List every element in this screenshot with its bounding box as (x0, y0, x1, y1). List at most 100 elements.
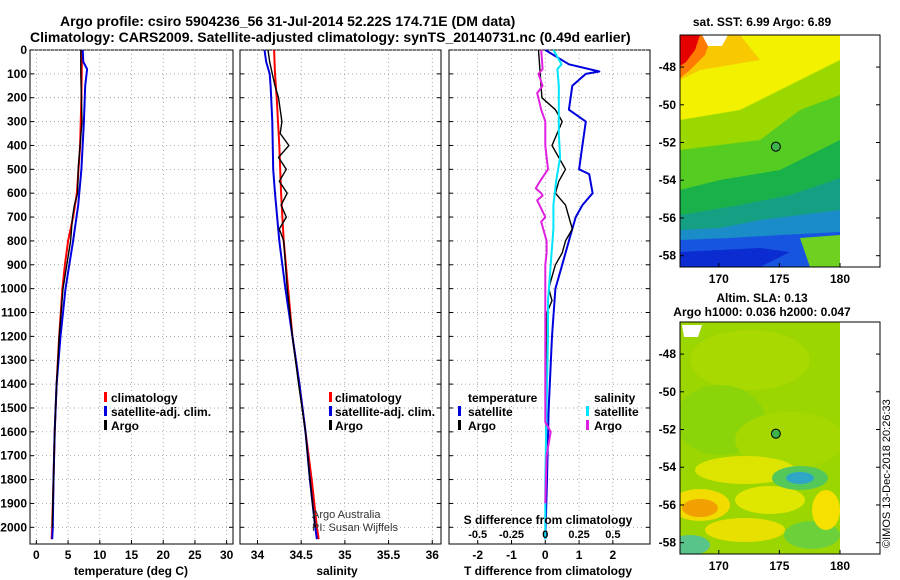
salinity-diff-tick-label: 0 (542, 529, 548, 541)
sst-map-ticks: 170 175 180 -48 -50 -52 -54 -56 -58 (659, 60, 880, 286)
map-y-tick-label: -54 (659, 173, 677, 187)
difference-legend: temperature satellite Argo salinity sate… (458, 391, 639, 433)
legend-swatch-t-argo (458, 420, 461, 430)
copyright-stamp: ©IMOS 13-Dec-2018 20:26:33 (881, 399, 893, 548)
temperature-panel: 0 5 10 15 20 25 30 temperature (deg C) climato… (29, 49, 234, 578)
legend-salinity-title: salinity (594, 391, 636, 405)
sla-map-blank-area (840, 322, 880, 554)
legend-temperature-title: temperature (468, 391, 538, 405)
header-line1: Argo profile: csiro 5904236_56 31-Jul-20… (60, 13, 515, 29)
map-y-tick-label: -50 (659, 385, 677, 399)
difference-panel: -2 -1 0 1 2 -0.5 -0.25 0 0.25 0.5 S difference f… (448, 49, 651, 578)
legend-t-argo: Argo (468, 419, 496, 433)
legend-argo: Argo (335, 419, 363, 433)
sla-map-title2: Argo h1000: 0.036 h2000: 0.047 (673, 305, 851, 319)
depth-tick-label: 400 (7, 138, 27, 152)
depth-tick-label: 1200 (0, 329, 27, 343)
legend-s-argo: Argo (594, 419, 622, 433)
legend-climatology: climatology (111, 391, 178, 405)
sla-map-ticks: 170 175 180 -48 -50 -52 -54 -56 -58 (659, 347, 880, 573)
difference-x-ticks: -2 -1 0 1 2 (472, 548, 616, 562)
x-tick-label: 15 (125, 548, 139, 562)
argo-location-marker (770, 428, 781, 439)
x-tick-label: 25 (188, 548, 202, 562)
series-line-salinity-satellite (544, 49, 563, 540)
x-tick-label: 0 (33, 548, 40, 562)
map-y-tick-label: -58 (659, 249, 677, 263)
depth-tick-label: 800 (7, 234, 27, 248)
depth-tick-label: 1400 (0, 377, 27, 391)
map-x-tick-label: 170 (709, 272, 729, 286)
depth-axis: 0 100 200 300 400 500 600 700 800 900 1000 1100 1200… (0, 43, 27, 534)
temperature-plot-frame (29, 49, 234, 545)
legend-swatch-argo (104, 420, 107, 430)
sst-map: sat. SST: 6.99 Argo: 6.89 170 175 180 -48 -5… (659, 15, 881, 286)
legend-swatch-t-satellite (458, 406, 461, 416)
x-tick-label: 35.5 (377, 548, 401, 562)
difference-grid (449, 49, 650, 544)
depth-tick-label: 1100 (1, 306, 27, 320)
salinity-xlabel: salinity (316, 564, 358, 578)
map-y-tick-label: -56 (659, 211, 677, 225)
map-x-tick-label: 175 (769, 272, 789, 286)
x-tick-label: 34 (251, 548, 265, 562)
depth-tick-label: 500 (7, 162, 27, 176)
map-y-tick-label: -54 (659, 460, 677, 474)
salinity-legend: climatology satellite-adj. clim. Argo (329, 391, 435, 433)
series-line-temperature-satellite (544, 49, 601, 540)
salinity-diff-tick-label: -0.5 (468, 529, 487, 541)
credit-line2: PI: Susan Wijffels (312, 522, 398, 534)
x-tick-label: 36 (426, 548, 440, 562)
difference-series (534, 49, 601, 540)
map-x-tick-label: 180 (830, 559, 850, 573)
x-tick-label: -2 (472, 548, 483, 562)
depth-tick-label: 900 (7, 258, 27, 272)
sla-field (680, 322, 840, 554)
series-line-argo (267, 49, 316, 528)
legend-swatch-s-argo (586, 420, 589, 430)
salinity-series (263, 49, 320, 540)
map-x-tick-label: 180 (830, 272, 850, 286)
legend-satellite-adj: satellite-adj. clim. (335, 405, 435, 419)
depth-tick-label: 1900 (0, 496, 27, 510)
depth-tick-label: 300 (7, 115, 27, 129)
depth-tick-label: 1800 (0, 473, 27, 487)
salinity-x-ticks: 34 34.5 35 35.5 36 (251, 548, 439, 562)
sst-map-frame (679, 34, 881, 268)
temperature-legend: climatology satellite-adj. clim. Argo (104, 391, 211, 433)
map-y-tick-label: -50 (659, 98, 677, 112)
map-x-tick-label: 170 (709, 559, 729, 573)
sla-map-title1: Altim. SLA: 0.13 (716, 291, 808, 305)
map-y-tick-label: -48 (659, 60, 677, 74)
temperature-xlabel: temperature (deg C) (74, 564, 188, 578)
x-tick-label: 30 (220, 548, 234, 562)
salinity-plot-frame (239, 49, 442, 545)
difference-plot-frame (448, 49, 651, 545)
legend-swatch-s-satellite (586, 406, 589, 416)
x-tick-label: 35 (338, 548, 352, 562)
header-line2: Climatology: CARS2009. Satellite-adjuste… (30, 29, 631, 45)
credit-line1: Argo Australia (312, 509, 381, 521)
salinity-grid (240, 49, 441, 544)
map-y-tick-label: -56 (659, 498, 677, 512)
legend-argo: Argo (111, 419, 139, 433)
depth-tick-label: 600 (7, 186, 27, 200)
salinity-diff-ticks: -0.5 -0.25 0 0.25 0.5 (468, 529, 620, 541)
legend-satellite-adj: satellite-adj. clim. (111, 405, 211, 419)
legend-climatology: climatology (335, 391, 402, 405)
depth-tick-label: 1700 (0, 449, 27, 463)
sst-map-title: sat. SST: 6.99 Argo: 6.89 (693, 15, 832, 29)
depth-tick-label: 1600 (0, 425, 27, 439)
sla-map-frame (679, 321, 881, 555)
legend-swatch-climatology (329, 392, 332, 402)
depth-tick-label: 700 (7, 210, 27, 224)
legend-swatch-satellite (104, 406, 107, 416)
map-y-tick-label: -52 (659, 423, 677, 437)
sla-map: Altim. SLA: 0.13 Argo h1000: 0.036 h2000… (659, 291, 881, 573)
legend-swatch-satellite (329, 406, 332, 416)
argo-location-marker (770, 141, 781, 152)
salinity-diff-tick-label: 0.25 (568, 529, 589, 541)
t-difference-xlabel: T difference from climatology (464, 564, 632, 578)
map-y-tick-label: -52 (659, 136, 677, 150)
depth-tick-label: 2000 (0, 520, 27, 534)
